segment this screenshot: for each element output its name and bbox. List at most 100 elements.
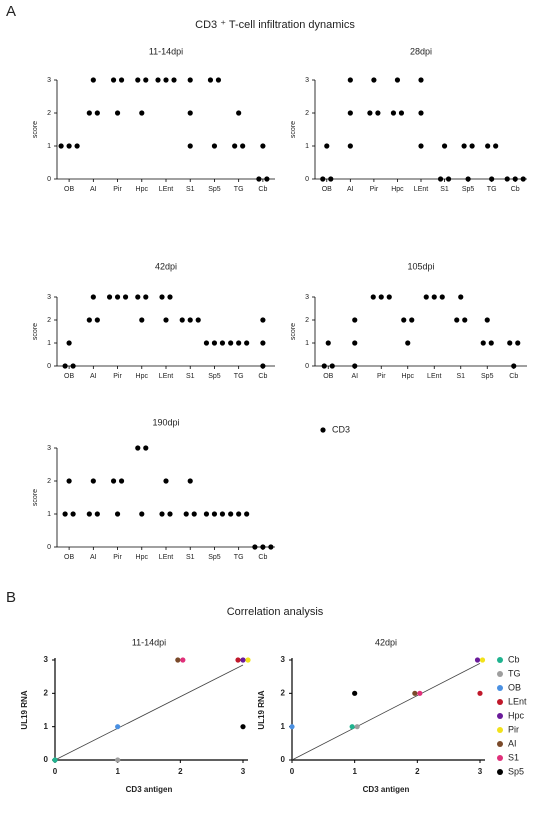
data-point: [94, 511, 100, 517]
data-point: [352, 317, 358, 323]
data-point: [469, 143, 475, 149]
x-tick-label: AI: [90, 373, 97, 380]
y-tick-label: 0: [47, 544, 51, 551]
y-tick-label: 0: [44, 755, 49, 764]
data-point: [207, 77, 214, 83]
data-point: [268, 544, 274, 550]
legend-marker: [497, 755, 503, 761]
data-point: [118, 77, 125, 83]
data-point: [175, 657, 181, 663]
data-point: [325, 340, 331, 346]
data-point: [347, 143, 353, 149]
data-point: [454, 317, 460, 323]
data-point: [264, 176, 270, 182]
x-tick-label: S1: [456, 373, 465, 380]
x-axis-title: CD3 antigen: [126, 785, 173, 794]
data-point: [135, 294, 141, 300]
x-tick-label: Pir: [370, 186, 379, 193]
x-tick-label: Sp5: [208, 554, 221, 561]
data-point: [398, 110, 405, 116]
y-axis-title: UL19 RNA: [257, 690, 266, 729]
data-point: [159, 511, 165, 517]
data-point: [390, 110, 397, 116]
data-point: [90, 294, 96, 300]
x-tick-label: Pir: [377, 373, 386, 380]
data-point: [70, 511, 76, 517]
x-tick-label: 3: [241, 767, 246, 776]
data-point: [187, 478, 193, 484]
data-point: [418, 143, 424, 149]
x-tick-label: Cb: [511, 186, 520, 193]
data-point: [386, 294, 392, 300]
x-tick-label: Hpc: [136, 186, 149, 193]
data-point: [66, 340, 72, 346]
y-tick-label: 0: [281, 755, 286, 764]
data-point: [431, 294, 437, 300]
x-tick-label: LEnt: [427, 373, 441, 380]
x-tick-label: OB: [64, 373, 74, 380]
y-axis-title: score: [32, 323, 39, 340]
x-tick-label: Pir: [113, 554, 122, 561]
data-point: [370, 294, 376, 300]
x-tick-label: S1: [440, 186, 449, 193]
x-tick-label: 0: [53, 767, 58, 776]
data-point: [520, 176, 526, 182]
data-point: [235, 657, 241, 663]
data-point: [114, 110, 121, 116]
data-point: [240, 657, 246, 663]
data-point: [167, 294, 173, 300]
data-point: [423, 294, 429, 300]
x-tick-label: TG: [234, 186, 244, 193]
data-point: [465, 176, 471, 182]
y-tick-label: 3: [47, 77, 51, 84]
data-point: [511, 363, 517, 369]
y-tick-label: 1: [305, 143, 309, 150]
data-point: [437, 176, 444, 182]
x-tick-label: OB: [64, 554, 74, 561]
data-point: [515, 340, 521, 346]
data-point: [458, 294, 464, 300]
y-tick-label: 2: [47, 317, 51, 324]
data-point: [488, 340, 494, 346]
data-point: [118, 478, 125, 484]
legend-marker: [497, 741, 503, 747]
x-tick-label: S1: [186, 186, 195, 193]
data-point: [439, 294, 445, 300]
data-point: [405, 340, 411, 346]
data-point: [228, 511, 234, 517]
data-point: [114, 294, 121, 300]
data-point: [236, 511, 242, 517]
legend-marker: [320, 427, 326, 433]
data-point: [183, 511, 189, 517]
data-point: [179, 317, 185, 323]
x-tick-label: Sp5: [481, 373, 494, 380]
x-tick-label: Sp5: [208, 373, 221, 380]
y-axis-title: score: [32, 121, 39, 138]
y-tick-label: 2: [44, 688, 49, 697]
data-point: [328, 176, 334, 182]
x-tick-label: S1: [186, 373, 195, 380]
x-tick-label: Hpc: [402, 373, 415, 380]
chart-title: 11-14dpi: [149, 46, 183, 56]
data-point: [139, 110, 145, 116]
data-point: [135, 77, 141, 83]
data-point: [371, 77, 377, 83]
fit-line: [54, 664, 244, 761]
legend-label: Sp5: [508, 766, 524, 776]
x-tick-label: 1: [352, 767, 357, 776]
x-tick-label: Hpc: [136, 554, 149, 561]
chart-title: 105dpi: [407, 261, 434, 271]
legend-marker: [497, 727, 503, 733]
data-point: [58, 143, 64, 149]
x-tick-label: 3: [478, 767, 483, 776]
legend-label: Pir: [508, 724, 519, 734]
y-tick-label: 3: [305, 77, 309, 84]
x-tick-label: TG: [234, 554, 244, 561]
x-tick-label: Pir: [113, 186, 122, 193]
data-point: [90, 77, 96, 83]
legend-label: S1: [508, 752, 519, 762]
data-point: [477, 690, 483, 696]
x-tick-label: Cb: [258, 186, 267, 193]
data-point: [135, 445, 141, 451]
x-tick-label: 1: [115, 767, 120, 776]
